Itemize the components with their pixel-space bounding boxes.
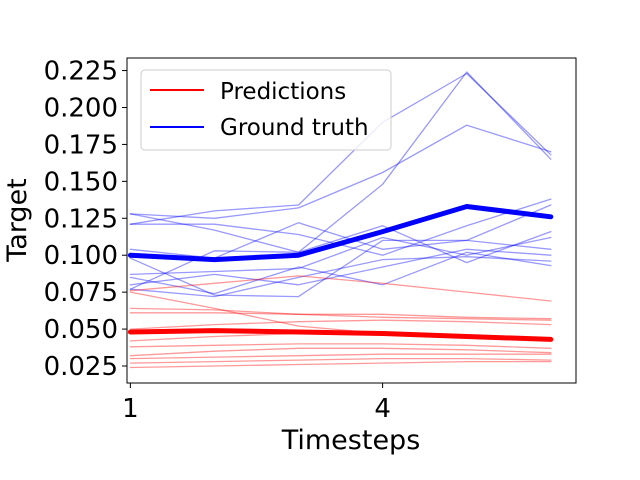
ground-truth-sample-line [129, 124, 552, 219]
predictions-sample-line [129, 360, 552, 369]
ground-truth-sample-line [129, 72, 552, 225]
ground-truth-sample-line [129, 71, 552, 253]
predictions-sample-line [129, 312, 552, 320]
y-axis: 0.025 0.050 0.075 0.100 0.125 0.150 0.175 0.200… [44, 57, 127, 382]
plot-lines [127, 71, 554, 369]
predictions-sample-line [129, 357, 552, 364]
y-tick-label: 0.200 [44, 93, 118, 123]
predictions-sample-line [129, 319, 552, 330]
y-tick-label: 0.225 [44, 57, 118, 87]
x-tick-label: 1 [122, 394, 139, 424]
x-axis-label: Timesteps [281, 425, 421, 456]
legend-label-ground-truth: Ground truth [220, 115, 369, 141]
legend: Predictions Ground truth [140, 69, 392, 151]
predictions-sample-line [129, 343, 552, 349]
y-tick-label: 0.025 [44, 352, 118, 382]
predictions-sample-line [129, 353, 552, 360]
ground-truth-sample-line [129, 251, 552, 295]
ground-truth-sample-line [129, 248, 552, 286]
predictions-mean-line [127, 328, 554, 342]
x-tick-label: 4 [374, 394, 391, 424]
ground-truth-sample-line [129, 256, 552, 298]
y-tick-label: 0.050 [44, 315, 118, 345]
predictions-sample-line [129, 307, 552, 321]
y-tick-label: 0.100 [44, 241, 118, 271]
ground-truth-sample-line [129, 239, 552, 298]
predictions-sample-line [129, 347, 552, 357]
plot-frame [126, 57, 577, 384]
ground-truth-mean-line [127, 204, 554, 263]
y-tick-label: 0.175 [44, 130, 118, 160]
ground-truth-sample-line [129, 236, 552, 276]
legend-label-predictions: Predictions [220, 79, 346, 105]
y-axis-label: Target [2, 178, 33, 263]
predictions-sample-line [129, 275, 552, 302]
y-tick-label: 0.125 [44, 204, 118, 234]
y-tick-label: 0.150 [44, 167, 118, 197]
y-tick-label: 0.075 [44, 278, 118, 308]
